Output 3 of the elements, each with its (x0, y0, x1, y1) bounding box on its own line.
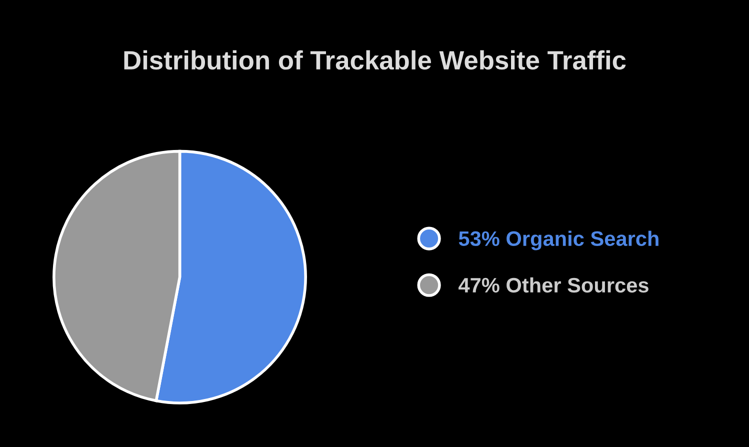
legend-label: 53% Organic Search (458, 230, 658, 250)
chart-title: Distribution of Trackable Website Traffic (124, 50, 626, 70)
legend-label: 47% Other Sources (458, 277, 648, 293)
